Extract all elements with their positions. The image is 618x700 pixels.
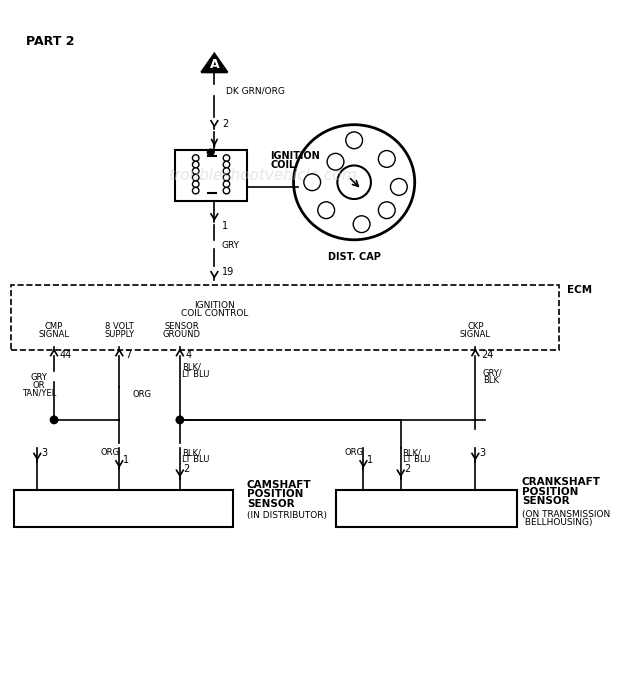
Circle shape	[223, 168, 230, 174]
Text: CRANKSHAFT: CRANKSHAFT	[522, 477, 601, 487]
Text: BLK/: BLK/	[182, 363, 201, 371]
Text: 8 VOLT: 8 VOLT	[105, 322, 133, 331]
Text: (IN DISTRIBUTOR): (IN DISTRIBUTOR)	[247, 512, 327, 520]
Text: 1: 1	[332, 158, 339, 166]
Circle shape	[176, 416, 184, 424]
Text: SIGNAL: SIGNAL	[460, 330, 491, 339]
Circle shape	[327, 153, 344, 170]
Circle shape	[337, 165, 371, 199]
Text: CMP: CMP	[45, 322, 63, 331]
Text: 2: 2	[222, 118, 228, 129]
Text: PART 2: PART 2	[26, 35, 75, 48]
Text: ORG: ORG	[345, 448, 363, 457]
Text: IGNITION: IGNITION	[270, 151, 320, 161]
Circle shape	[223, 174, 230, 181]
Text: 7: 7	[125, 350, 131, 360]
Circle shape	[353, 216, 370, 232]
Text: DK GRN/ORG: DK GRN/ORG	[226, 86, 284, 95]
Text: SENSOR: SENSOR	[247, 499, 295, 509]
Text: 3: 3	[396, 183, 402, 191]
Text: 44: 44	[60, 350, 72, 360]
Text: ECM: ECM	[567, 285, 592, 295]
Circle shape	[223, 188, 230, 194]
Text: 1: 1	[222, 221, 228, 231]
Text: CKP: CKP	[467, 322, 483, 331]
Text: POSITION: POSITION	[247, 489, 303, 500]
Circle shape	[223, 161, 230, 168]
Text: LT BLU: LT BLU	[402, 456, 430, 465]
Text: 2: 2	[184, 464, 190, 475]
Circle shape	[378, 202, 395, 218]
Text: 1: 1	[367, 455, 373, 465]
Text: COIL: COIL	[270, 160, 295, 171]
Text: LT BLU: LT BLU	[182, 370, 209, 379]
Text: SENSOR: SENSOR	[522, 496, 570, 506]
Text: POSITION: POSITION	[522, 486, 578, 497]
Circle shape	[304, 174, 321, 190]
Text: 19: 19	[222, 267, 234, 276]
Circle shape	[223, 155, 230, 161]
Bar	[11, 285, 559, 350]
Circle shape	[192, 188, 199, 194]
Circle shape	[192, 174, 199, 181]
Text: 2: 2	[309, 178, 315, 187]
Text: (ON TRANSMISSION: (ON TRANSMISSION	[522, 510, 610, 519]
Text: DIST. CAP: DIST. CAP	[328, 252, 381, 262]
Text: 4: 4	[185, 350, 192, 360]
Text: 3: 3	[479, 447, 485, 458]
Text: TAN/YEL: TAN/YEL	[22, 389, 56, 398]
Text: ORG: ORG	[101, 448, 119, 457]
Text: GRY: GRY	[31, 374, 48, 382]
Text: GRY: GRY	[222, 241, 240, 250]
Text: 7: 7	[323, 206, 329, 215]
Text: 6: 6	[384, 206, 389, 215]
Text: LT BLU: LT BLU	[182, 456, 209, 465]
Circle shape	[318, 202, 334, 218]
Text: 5: 5	[358, 220, 365, 229]
Text: 24: 24	[481, 350, 493, 360]
Circle shape	[192, 181, 199, 188]
Polygon shape	[201, 54, 227, 72]
Text: BELLHOUSING): BELLHOUSING)	[522, 518, 593, 527]
Text: SUPPLY: SUPPLY	[104, 330, 134, 339]
Text: IGNITION: IGNITION	[194, 301, 235, 310]
Text: GRY/: GRY/	[483, 369, 502, 378]
Text: 3: 3	[41, 447, 47, 458]
Text: BLK/: BLK/	[402, 448, 421, 457]
Text: 1: 1	[123, 455, 129, 465]
Bar	[336, 490, 517, 527]
Text: troubleshootvehicle.com: troubleshootvehicle.com	[167, 168, 357, 183]
Circle shape	[391, 178, 407, 195]
Bar	[176, 150, 247, 201]
Circle shape	[192, 155, 199, 161]
Text: OR: OR	[33, 381, 45, 390]
Text: ORG: ORG	[132, 390, 151, 399]
Circle shape	[378, 150, 395, 167]
Circle shape	[192, 168, 199, 174]
Circle shape	[192, 161, 199, 168]
Text: 4: 4	[384, 155, 389, 163]
Text: 2: 2	[404, 464, 411, 475]
Text: GROUND: GROUND	[163, 330, 201, 339]
Circle shape	[223, 181, 230, 188]
Circle shape	[50, 416, 57, 424]
Circle shape	[208, 149, 214, 155]
Text: 8: 8	[351, 136, 357, 145]
Ellipse shape	[294, 125, 415, 240]
Text: SIGNAL: SIGNAL	[38, 330, 70, 339]
Circle shape	[345, 132, 363, 148]
Bar	[14, 490, 233, 527]
Text: COIL CONTROL: COIL CONTROL	[180, 309, 248, 318]
Text: BLK/: BLK/	[182, 448, 201, 457]
Text: CAMSHAFT: CAMSHAFT	[247, 480, 311, 490]
Text: A: A	[210, 58, 219, 71]
Text: BLK: BLK	[483, 377, 499, 385]
Text: SENSOR: SENSOR	[164, 322, 199, 331]
